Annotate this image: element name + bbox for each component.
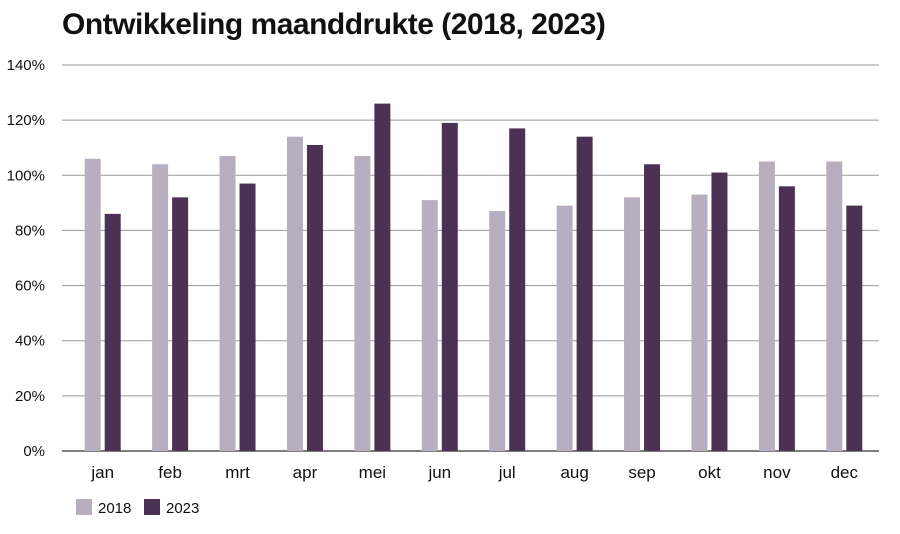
bar-2018-jul (489, 211, 506, 451)
x-tick-label: nov (763, 463, 791, 482)
gridlines (62, 64, 879, 452)
x-tick-label: mrt (225, 463, 250, 482)
bar-2023-jun (441, 122, 458, 452)
legend-swatch-2018 (76, 499, 92, 515)
x-tick-label: feb (158, 463, 182, 482)
legend: 2018 2023 (76, 499, 199, 517)
y-tick-label: 100% (7, 167, 45, 184)
bar-2018-jun (421, 200, 438, 451)
x-tick-label: aug (560, 463, 588, 482)
bar-2018-aug (556, 205, 573, 451)
legend-label: 2018 (98, 500, 131, 517)
bar-2023-aug (576, 136, 593, 451)
bar-2023-mrt (239, 183, 256, 452)
y-tick-label: 80% (15, 222, 45, 239)
x-tick-label: jun (427, 463, 451, 482)
x-tick-label: sep (628, 463, 655, 482)
x-axis-ticks: jan feb mrt apr mei jun jul aug sep okt nov dec (90, 463, 858, 482)
y-axis-ticks: 0% 20% 40% 60% 80% 100% 120% 140% (7, 57, 45, 460)
x-tick-label: dec (831, 463, 859, 482)
bar-2018-feb (152, 164, 169, 451)
bar-2023-feb (172, 197, 189, 451)
bar-2018-nov (758, 161, 775, 451)
y-tick-label: 0% (23, 443, 45, 460)
legend-label: 2023 (166, 500, 199, 517)
y-tick-label: 140% (7, 57, 45, 74)
bar-2023-okt (711, 172, 728, 451)
bar-2018-apr (286, 136, 303, 451)
chart-title: Ontwikkeling maanddrukte (2018, 2023) (62, 8, 606, 41)
bar-2023-jan (104, 213, 121, 451)
x-tick-label: okt (698, 463, 721, 482)
bar-2018-jan (84, 158, 101, 451)
bar-2018-dec (826, 161, 843, 451)
x-tick-label: mei (359, 463, 386, 482)
bar-2023-jul (509, 128, 526, 451)
y-tick-label: 20% (15, 388, 45, 405)
bar-2023-nov (778, 186, 795, 452)
bar-2023-dec (846, 205, 863, 451)
bar-2023-sep (644, 164, 661, 451)
y-tick-label: 120% (7, 112, 45, 129)
legend-swatch-2023 (144, 499, 160, 515)
bar-2023-apr (306, 144, 323, 451)
y-tick-label: 40% (15, 333, 45, 350)
bar-2023-mei (374, 103, 391, 451)
x-tick-label: jan (90, 463, 114, 482)
bar-2018-okt (691, 194, 708, 452)
x-tick-label: jul (498, 463, 516, 482)
bar-2018-mrt (219, 155, 236, 451)
x-tick-label: apr (293, 463, 318, 482)
y-tick-label: 60% (15, 278, 45, 295)
bars (84, 103, 863, 452)
bar-2018-sep (624, 197, 641, 451)
bar-2018-mei (354, 155, 371, 451)
